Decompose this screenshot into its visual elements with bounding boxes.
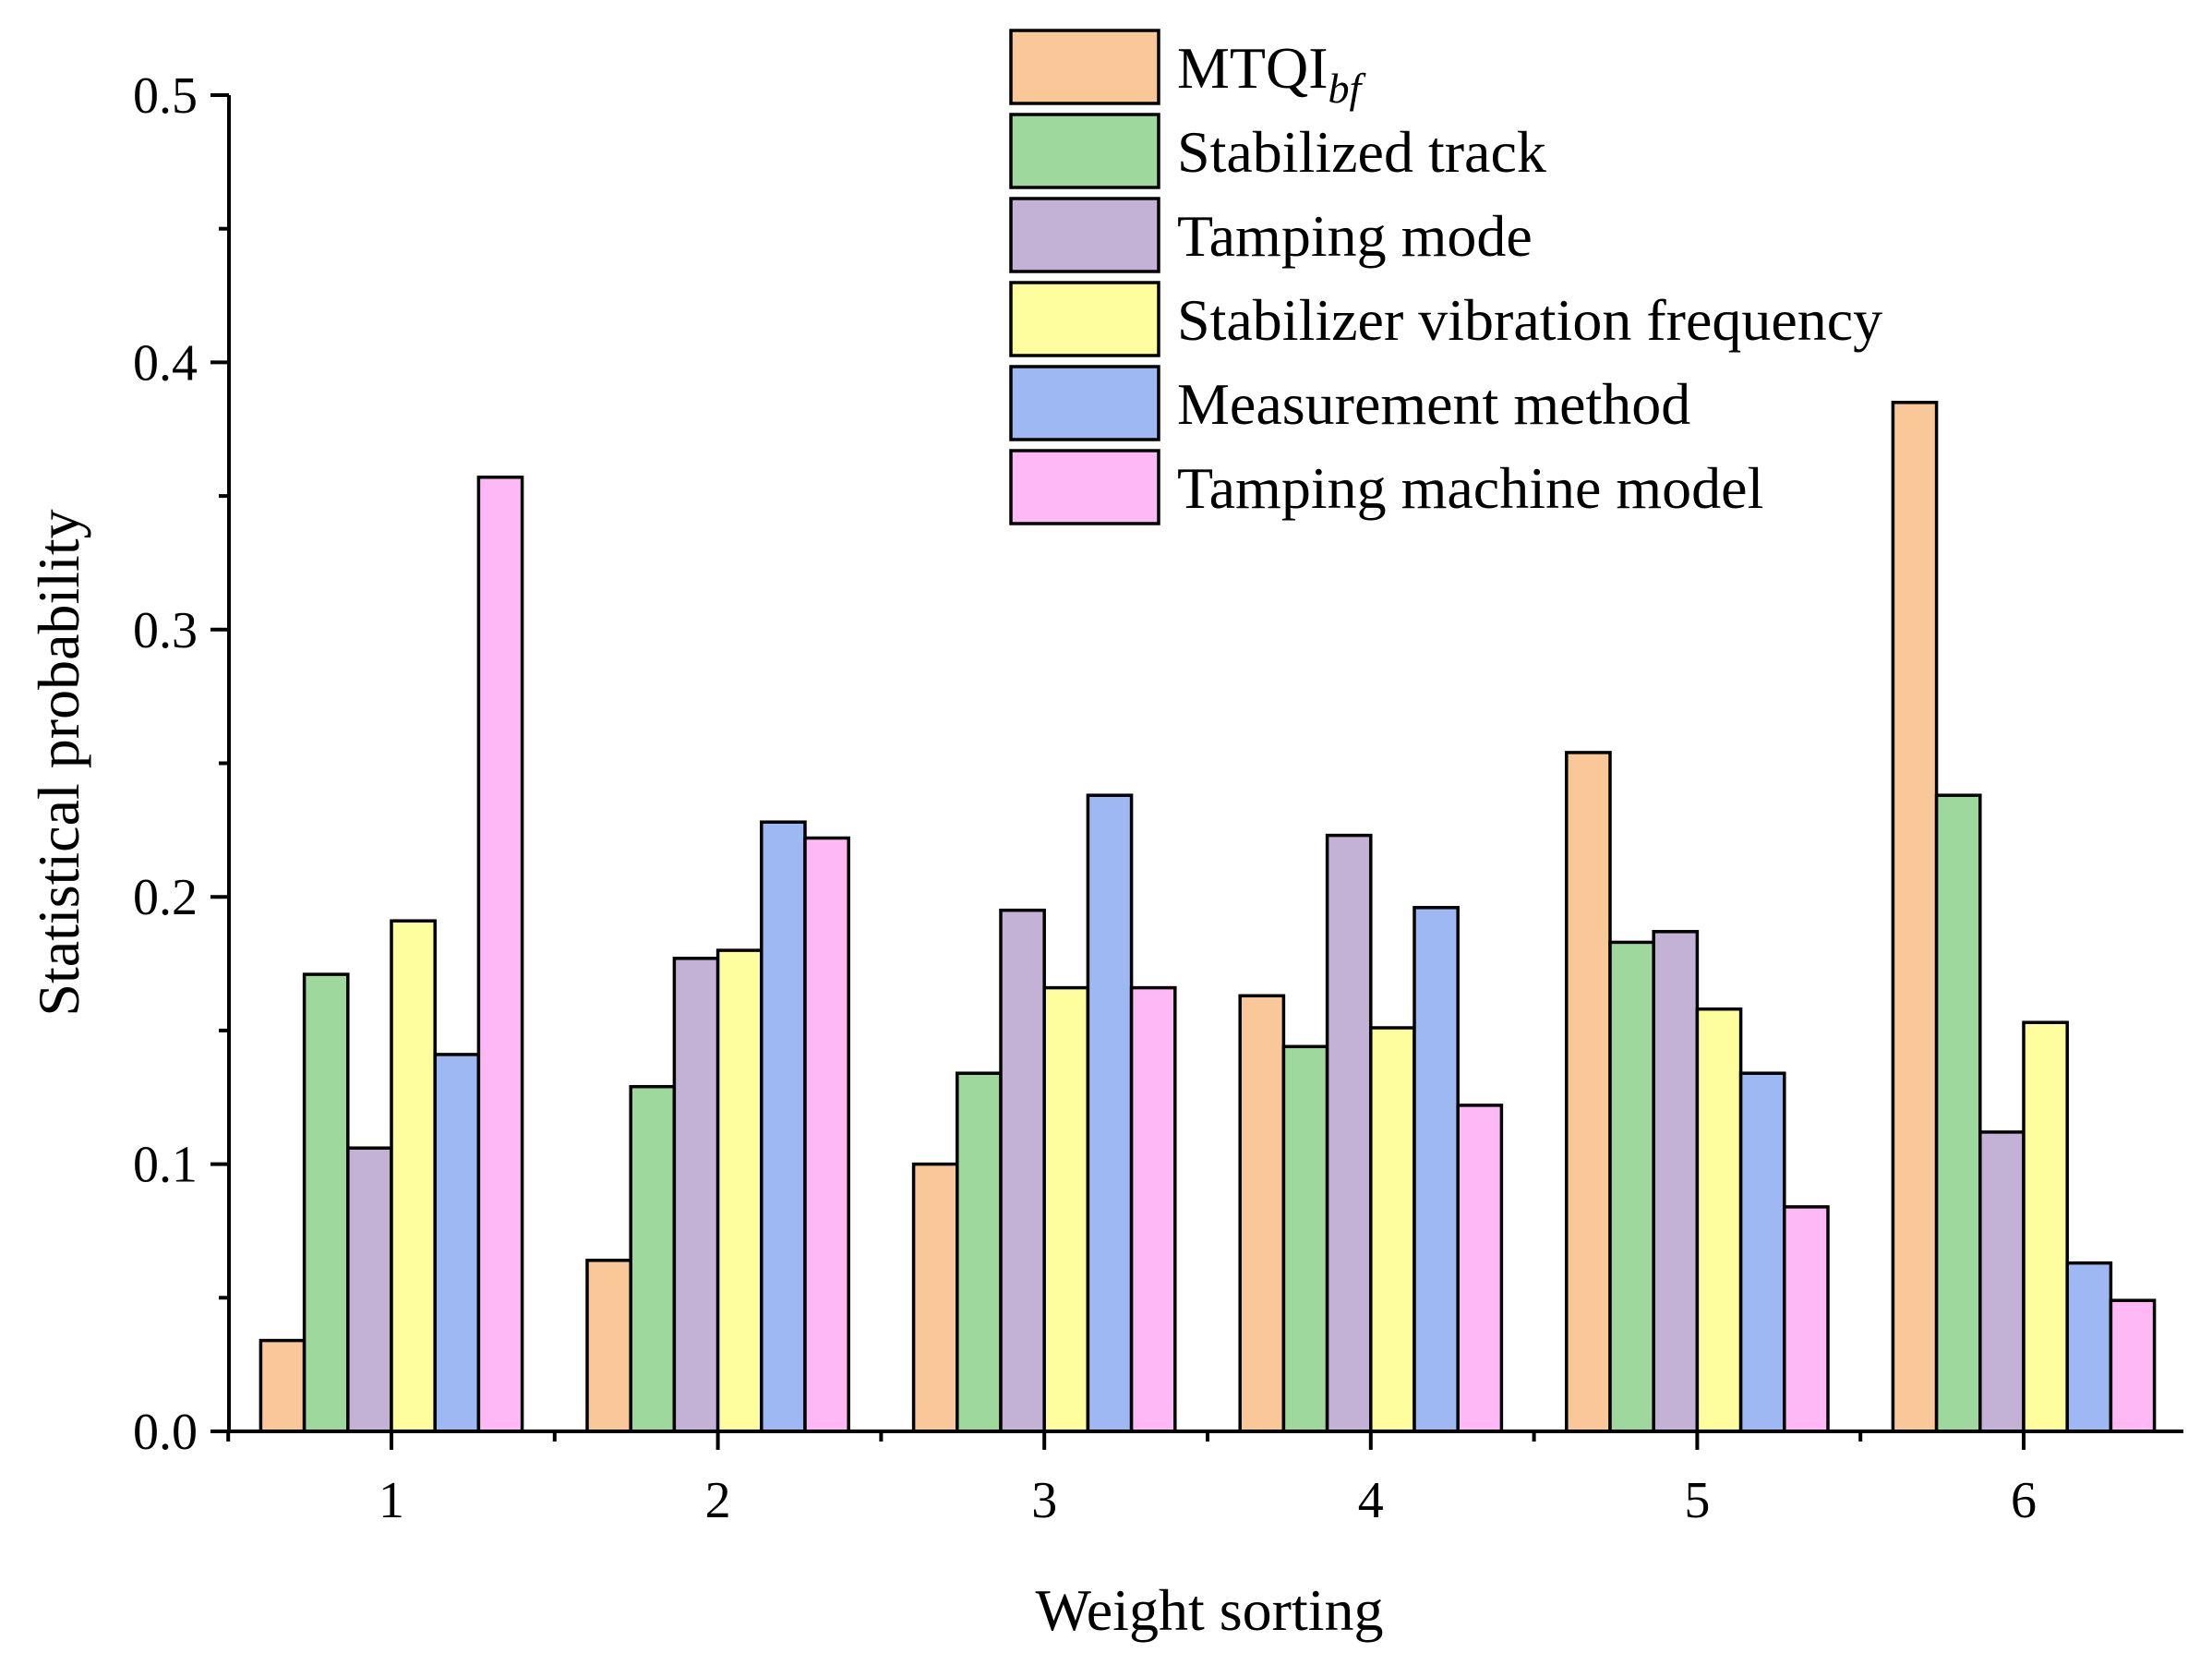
bar-series-5-cat-5 (1738, 1071, 1786, 1433)
bar-series-6-cat-2 (803, 836, 850, 1433)
y-tick-label: 0.0 (133, 1404, 198, 1461)
y-tick-label: 0.2 (133, 869, 198, 926)
legend-label-3: Tamping mode (1177, 203, 1533, 269)
bar-series-5-cat-1 (433, 1053, 481, 1433)
legend-label-6: Tamping machine model (1177, 455, 1763, 521)
bar-series-4-cat-5 (1695, 1007, 1743, 1433)
legend-swatch-5 (1009, 365, 1160, 441)
x-tick-label: 1 (379, 1472, 404, 1529)
bar-series-2-cat-4 (1281, 1044, 1329, 1433)
bar-series-2-cat-5 (1608, 940, 1655, 1433)
bar-series-6-cat-3 (1129, 985, 1177, 1433)
legend: MTQIbf Stabilized track Tamping mode Stabil… (1009, 29, 1882, 525)
bar-series-3-cat-5 (1652, 930, 1700, 1433)
legend-label-4: Stabilizer vibration frequency (1177, 287, 1882, 353)
bars-layer (258, 401, 2157, 1433)
x-ticks: 1 2 3 4 5 6 (226, 1431, 2037, 1529)
bar-series-1-cat-5 (1565, 751, 1612, 1433)
x-tick-label: 4 (1358, 1472, 1384, 1529)
bar-series-4-cat-2 (715, 948, 763, 1433)
bar-series-6-cat-6 (2109, 1298, 2157, 1433)
bar-series-6-cat-5 (1783, 1205, 1830, 1433)
y-tick-label: 0.4 (133, 334, 198, 392)
bar-series-3-cat-3 (999, 908, 1046, 1433)
bar-series-2-cat-2 (629, 1084, 677, 1433)
bar-series-4-cat-1 (390, 919, 437, 1433)
legend-swatch-1 (1009, 29, 1160, 105)
legend-label-subscript: bf (1328, 65, 1367, 112)
bar-series-1-cat-6 (1891, 401, 1939, 1433)
legend-swatch-6 (1009, 449, 1160, 525)
bar-series-6-cat-1 (476, 476, 524, 1433)
y-tick-label: 0.3 (133, 602, 198, 659)
bar-series-3-cat-6 (1978, 1130, 2026, 1433)
x-tick-label: 6 (2011, 1472, 2037, 1529)
bar-series-1-cat-3 (911, 1162, 959, 1433)
bar-series-5-cat-4 (1413, 906, 1460, 1433)
legend-label-1: MTQIbf (1177, 35, 1367, 112)
bar-series-3-cat-2 (672, 957, 720, 1433)
bar-series-3-cat-1 (346, 1146, 393, 1433)
legend-label-2: Stabilized track (1177, 119, 1546, 185)
x-axis-title: Weight sorting (1035, 1577, 1383, 1643)
bar-series-4-cat-6 (2022, 1020, 2069, 1433)
bar-series-2-cat-1 (302, 972, 350, 1433)
legend-swatch-3 (1009, 197, 1160, 273)
bar-series-4-cat-4 (1369, 1026, 1416, 1433)
legend-swatch-2 (1009, 113, 1160, 189)
legend-label-5: Measurement method (1177, 371, 1690, 437)
x-tick-label: 2 (705, 1472, 731, 1529)
bar-series-4-cat-3 (1042, 985, 1090, 1433)
legend-swatch-4 (1009, 281, 1160, 357)
bar-series-1-cat-1 (258, 1338, 307, 1433)
bar-series-1-cat-4 (1238, 994, 1286, 1433)
bar-series-6-cat-4 (1456, 1104, 1504, 1433)
x-tick-label: 3 (1031, 1472, 1057, 1529)
bar-series-5-cat-3 (1086, 793, 1134, 1433)
bar-series-5-cat-2 (760, 820, 807, 1433)
y-tick-label: 0.1 (133, 1137, 198, 1194)
bar-series-2-cat-6 (1934, 793, 1982, 1433)
bar-series-2-cat-3 (956, 1071, 1003, 1433)
y-axis-title: Statistical probability (26, 509, 91, 1016)
y-ticks: 0.0 0.1 0.2 0.3 0.4 0.5 (133, 67, 229, 1461)
bar-series-5-cat-6 (2065, 1261, 2113, 1433)
bar-series-3-cat-4 (1325, 833, 1373, 1433)
bar-series-1-cat-2 (585, 1259, 632, 1433)
x-tick-label: 5 (1684, 1472, 1710, 1529)
y-tick-label: 0.5 (133, 67, 198, 125)
